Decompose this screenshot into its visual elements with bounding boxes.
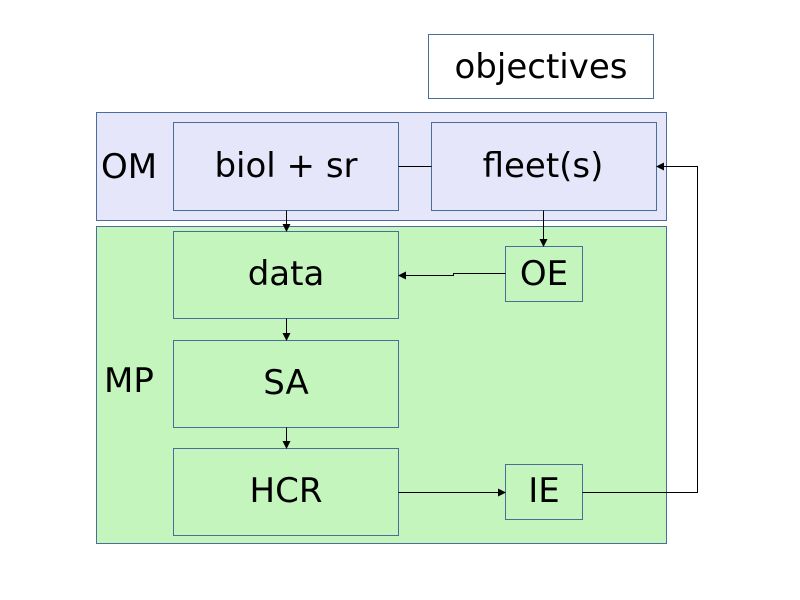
sa-node: SA — [173, 340, 399, 428]
connectors — [282, 162, 698, 497]
ie-label: IE — [528, 471, 560, 511]
ie-box — [505, 464, 583, 520]
sa-box — [173, 340, 399, 428]
biol-sr-box — [173, 122, 399, 211]
objectives-box — [428, 34, 654, 99]
hcr-node: HCR — [173, 448, 399, 536]
arrow-ie-to-fleets — [582, 162, 698, 493]
biol-sr-label: biol + sr — [214, 146, 357, 186]
arrow-oe-to-data — [398, 271, 506, 280]
oe-node: OE — [505, 246, 583, 302]
sa-label: SA — [263, 363, 308, 403]
om-region-label: OM — [101, 147, 157, 187]
objectives-label: objectives — [455, 47, 628, 87]
data-node: data — [173, 231, 399, 319]
oe-box — [505, 246, 583, 302]
biol-sr-node: biol + sr — [173, 122, 399, 211]
ie-node: IE — [505, 464, 583, 520]
data-box — [173, 231, 399, 319]
data-label: data — [248, 254, 325, 294]
fleets-node: fleet(s) — [431, 122, 657, 211]
fleets-box — [431, 122, 657, 211]
fleets-label: fleet(s) — [483, 146, 604, 186]
mp-region-label: MP — [104, 361, 154, 401]
objectives-node: objectives — [428, 34, 654, 99]
oe-label: OE — [520, 254, 568, 294]
hcr-label: HCR — [250, 471, 323, 511]
hcr-box — [173, 448, 399, 536]
